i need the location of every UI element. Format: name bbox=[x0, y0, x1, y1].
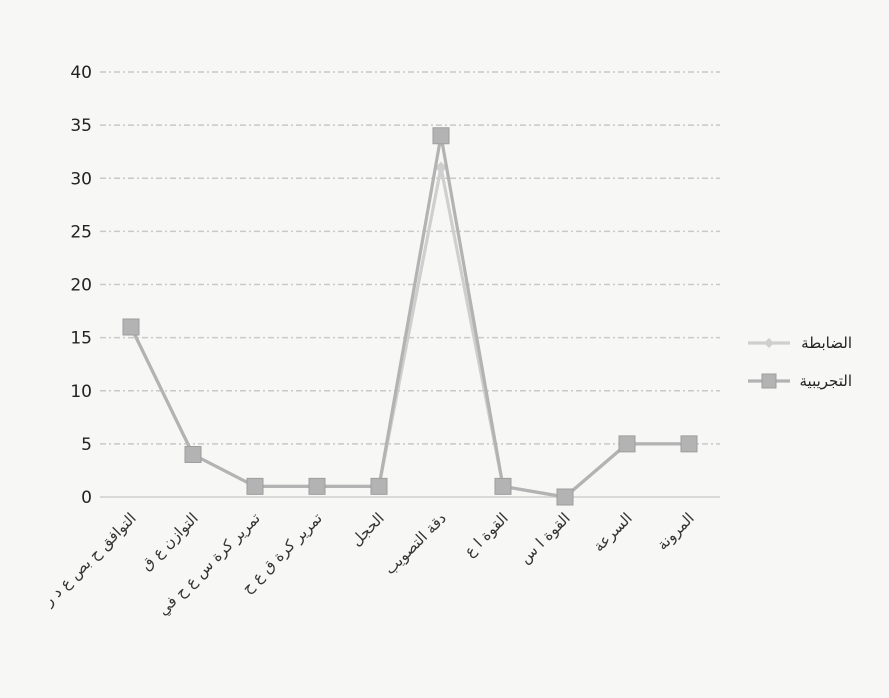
data-point bbox=[184, 446, 202, 463]
series-line bbox=[129, 134, 689, 499]
y-tick-label: 10 bbox=[70, 382, 92, 402]
y-tick-label: 20 bbox=[70, 276, 92, 296]
data-point bbox=[308, 477, 326, 495]
data-point bbox=[556, 488, 574, 506]
legend-entry-2: التجريبية bbox=[748, 372, 852, 390]
y-tick-label: 0 bbox=[81, 488, 92, 508]
series-layer bbox=[122, 127, 698, 506]
legend-label: التجريبية bbox=[800, 372, 853, 390]
y-tick-label: 25 bbox=[70, 222, 92, 242]
y-tick-label: 35 bbox=[70, 116, 92, 136]
legend-label: الضابطة bbox=[801, 334, 852, 352]
y-tick-label: 15 bbox=[70, 329, 92, 349]
y-axis: 0 5 10 15 20 25 30 35 40 bbox=[70, 63, 92, 508]
legend-entry-1: الضابطة bbox=[748, 334, 852, 352]
data-point bbox=[680, 435, 698, 453]
data-point bbox=[370, 477, 388, 495]
data-point bbox=[618, 435, 636, 453]
y-tick-label: 5 bbox=[81, 435, 92, 455]
data-point bbox=[432, 127, 450, 145]
y-tick-label: 30 bbox=[70, 169, 92, 189]
legend-swatch-marker bbox=[764, 338, 774, 348]
data-point bbox=[122, 318, 140, 336]
data-point bbox=[435, 161, 447, 174]
series-2 bbox=[122, 127, 698, 506]
data-point bbox=[246, 477, 264, 495]
legend-swatch-marker bbox=[761, 373, 777, 389]
gridlines bbox=[100, 71, 720, 445]
data-point bbox=[494, 477, 512, 495]
y-tick-label: 40 bbox=[70, 63, 92, 83]
legend: الضابطة التجريبية bbox=[748, 334, 852, 390]
